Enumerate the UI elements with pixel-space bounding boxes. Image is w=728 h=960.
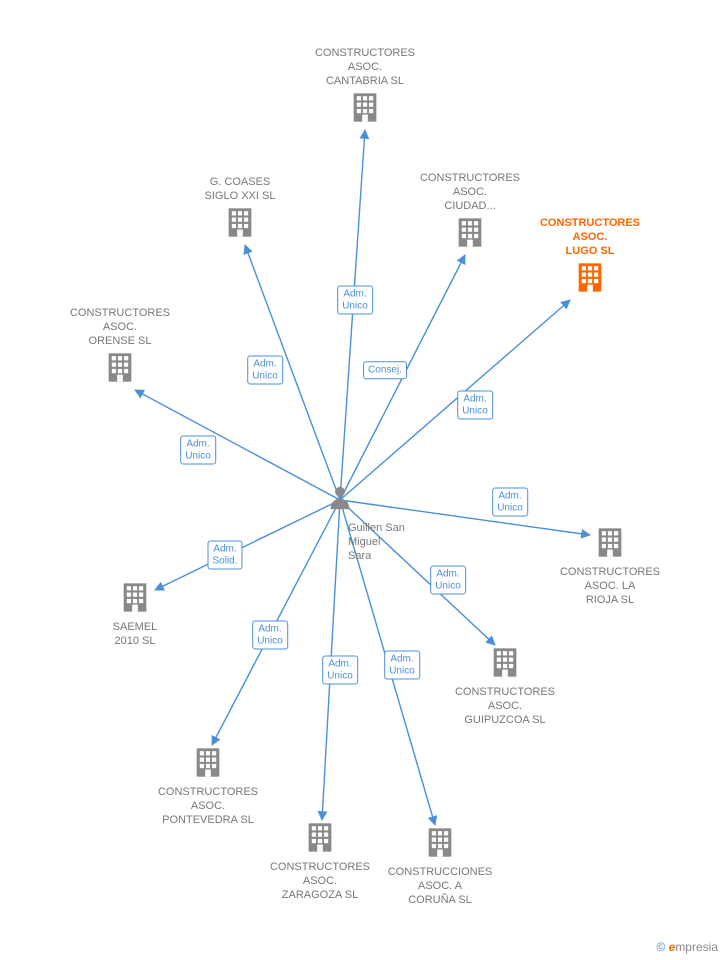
company-building-icon[interactable] [118, 581, 152, 620]
brand-rest: mpresia [675, 940, 718, 954]
company-building-icon[interactable] [573, 261, 607, 300]
company-building-icon[interactable] [223, 206, 257, 245]
edge-line [340, 130, 365, 500]
company-label: CONSTRUCTORES ASOC. ORENSE SL [60, 307, 180, 348]
edge-label: Adm. Unico [457, 391, 493, 420]
company-label: CONSTRUCCIONES ASOC. A CORUÑA SL [380, 866, 500, 907]
footer-credit: © empresia [656, 940, 718, 954]
company-building-icon[interactable] [103, 351, 137, 390]
company-building-icon[interactable] [423, 826, 457, 865]
edge-label: Consej. [363, 361, 407, 379]
edge-line [340, 300, 570, 500]
company-building-icon[interactable] [303, 821, 337, 860]
network-canvas [0, 0, 728, 960]
company-label: CONSTRUCTORES ASOC. ZARAGOZA SL [260, 861, 380, 902]
edge-line [135, 390, 340, 500]
edge-label: Adm. Unico [337, 286, 373, 315]
edge-label: Adm. Unico [430, 566, 466, 595]
center-person-icon[interactable] [326, 484, 354, 517]
company-label: SAEMEL 2010 SL [75, 621, 195, 649]
edge-label: Adm. Solid. [207, 541, 242, 570]
company-building-icon[interactable] [453, 216, 487, 255]
company-label: G. COASES SIGLO XXI SL [180, 176, 300, 204]
edge-label: Adm. Unico [247, 356, 283, 385]
company-building-icon[interactable] [593, 526, 627, 565]
company-building-icon[interactable] [191, 746, 225, 785]
edge-line [155, 500, 340, 590]
company-label: CONSTRUCTORES ASOC. CANTABRIA SL [305, 47, 425, 88]
company-label: CONSTRUCTORES ASOC. GUIPUZCOA SL [445, 686, 565, 727]
company-label: CONSTRUCTORES ASOC. PONTEVEDRA SL [148, 786, 268, 827]
edge-label: Adm. Unico [252, 621, 288, 650]
company-label: CONSTRUCTORES ASOC. LUGO SL [530, 217, 650, 258]
edge-label: Adm. Unico [492, 488, 528, 517]
edge-label: Adm. Unico [384, 651, 420, 680]
edge-label: Adm. Unico [180, 436, 216, 465]
edge-label: Adm. Unico [322, 656, 358, 685]
company-building-icon[interactable] [488, 646, 522, 685]
center-label: Guillen San Miguel Sara [348, 522, 405, 563]
company-label: CONSTRUCTORES ASOC. CIUDAD... [410, 172, 530, 213]
company-label: CONSTRUCTORES ASOC. LA RIOJA SL [550, 566, 670, 607]
company-building-icon[interactable] [348, 91, 382, 130]
copyright-symbol: © [656, 940, 665, 954]
